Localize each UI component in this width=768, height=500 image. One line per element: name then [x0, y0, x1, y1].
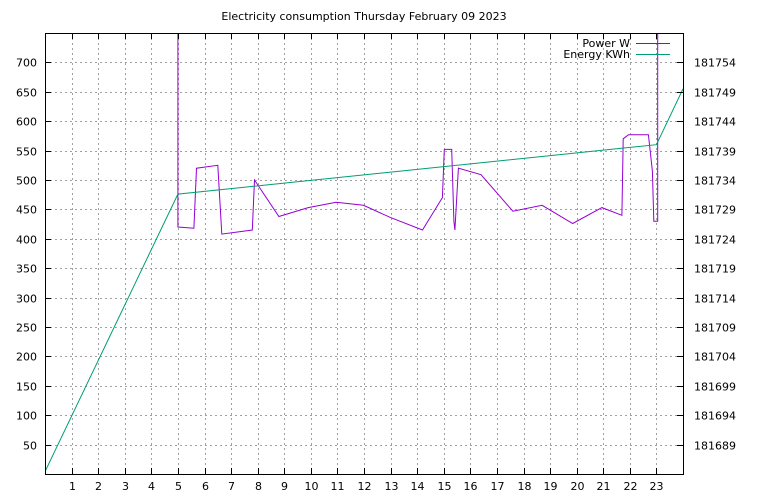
y2-tick-label: 181719 [694, 263, 736, 276]
legend-label-energy: Energy KWh [563, 48, 630, 61]
legend-label-power: Power W [582, 37, 630, 50]
x-tick-label: 14 [411, 480, 425, 493]
y2-tick-label: 181749 [694, 87, 736, 100]
series-layer [45, 33, 683, 472]
y-tick-label: 150 [16, 381, 37, 394]
x-tick-label: 4 [148, 480, 155, 493]
y-tick-label: 250 [16, 322, 37, 335]
y-tick-label: 400 [16, 234, 37, 247]
y2-tick-label: 181754 [694, 57, 736, 70]
x-tick-label: 19 [544, 480, 558, 493]
x-tick-label: 7 [228, 480, 235, 493]
tick-layer: 1 2 3 4 5 6 7 8 9 10 11 12 13 14 15 16 17 18 19 20 21 22 23501… [16, 33, 736, 493]
y-tick-label: 600 [16, 116, 37, 129]
y-tick-label: 200 [16, 351, 37, 364]
grid-layer [45, 33, 683, 474]
x-tick-label: 10 [305, 480, 319, 493]
y2-tick-label: 181744 [694, 116, 736, 129]
x-tick-label: 22 [624, 480, 638, 493]
x-tick-label: 12 [358, 480, 372, 493]
x-tick-label: 1 [69, 480, 76, 493]
y-tick-label: 500 [16, 175, 37, 188]
x-tick-label: 20 [571, 480, 585, 493]
x-tick-label: 5 [175, 480, 182, 493]
x-tick-label: 23 [650, 480, 664, 493]
legend: Power W Energy KWh [563, 37, 670, 61]
x-tick-label: 8 [255, 480, 262, 493]
y2-tick-label: 181704 [694, 351, 736, 364]
y2-tick-label: 181724 [694, 234, 736, 247]
y-tick-label: 700 [16, 57, 37, 70]
y-tick-label: 100 [16, 410, 37, 423]
x-tick-label: 6 [202, 480, 209, 493]
x-tick-label: 3 [122, 480, 129, 493]
x-tick-label: 13 [385, 480, 399, 493]
y-tick-label: 450 [16, 204, 37, 217]
x-tick-label: 21 [597, 480, 611, 493]
y2-tick-label: 181694 [694, 410, 736, 423]
y-tick-label: 350 [16, 263, 37, 276]
x-tick-label: 18 [518, 480, 532, 493]
y-tick-label: 300 [16, 293, 37, 306]
series-line-energy [45, 88, 683, 472]
x-tick-label: 15 [438, 480, 452, 493]
y2-tick-label: 181689 [694, 440, 736, 453]
x-tick-label: 9 [281, 480, 288, 493]
y2-tick-label: 181729 [694, 204, 736, 217]
x-tick-label: 11 [331, 480, 345, 493]
y2-tick-label: 181734 [694, 175, 736, 188]
y-tick-label: 650 [16, 87, 37, 100]
y-tick-label: 550 [16, 146, 37, 159]
y-tick-label: 50 [23, 440, 37, 453]
x-tick-label: 17 [491, 480, 505, 493]
y2-tick-label: 181699 [694, 381, 736, 394]
series-line-power [177, 33, 659, 235]
y2-tick-label: 181739 [694, 146, 736, 159]
y2-tick-label: 181709 [694, 322, 736, 335]
chart-title: Electricity consumption Thursday Februar… [221, 10, 506, 23]
x-tick-label: 16 [464, 480, 478, 493]
y2-tick-label: 181714 [694, 293, 736, 306]
x-tick-label: 2 [95, 480, 102, 493]
